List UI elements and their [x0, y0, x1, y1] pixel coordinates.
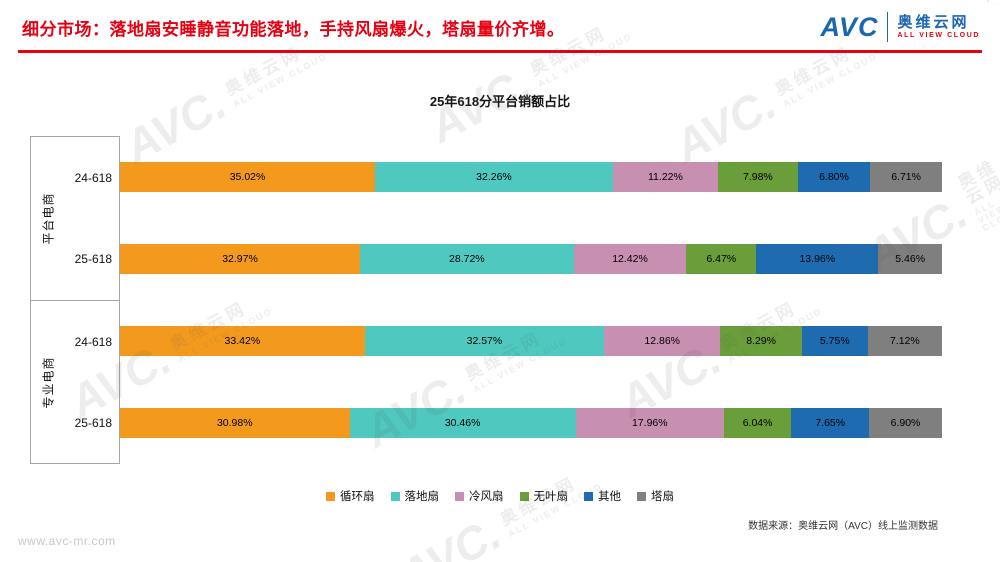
footer-data-source: 数据来源：奥维云网（AVC）线上监测数据: [748, 521, 938, 532]
legend-item: 循环扇: [326, 488, 375, 504]
legend-label: 冷风扇: [469, 491, 504, 503]
axis-group: 平台电商 24-618 25-618 35.02% 32.26% 11.22% 7.98% 6…: [30, 136, 942, 300]
logo-divider: [887, 12, 889, 42]
stacked-bar: 33.42% 32.57% 12.86% 8.29% 5.75% 7.12%: [120, 326, 942, 356]
axis-group: 专业电商 24-618 25-618 33.42% 32.57% 12.86% 8.29% 5…: [30, 300, 942, 464]
legend-swatch: [455, 491, 464, 501]
header-rule: [18, 50, 982, 53]
category-axis: 专业电商 24-618 25-618: [30, 300, 120, 464]
bar-segment: 32.26%: [375, 162, 613, 192]
bar-segment: 32.57%: [364, 326, 605, 356]
page-title: 细分市场：落地扇安睡静音功能落地，手持风扇爆火，塔扇量价齐增。: [22, 19, 565, 39]
group-label-cell: 专业电商: [31, 301, 65, 463]
bar-segment: 33.42%: [120, 326, 365, 356]
logo-cn-text: 奥维云网: [897, 14, 970, 31]
bar-segment: 7.65%: [791, 408, 870, 438]
stacked-bar: 35.02% 32.26% 11.22% 7.98% 6.80% 6.71%: [120, 162, 942, 192]
legend-label: 塔扇: [651, 491, 674, 503]
bar-segment: 11.22%: [612, 162, 718, 192]
bar-segment: 32.97%: [120, 244, 361, 274]
watermark-avc-text: AVC.: [390, 506, 510, 562]
row-label: 24-618: [74, 170, 112, 185]
stacked-bar: 32.97% 28.72% 12.42% 6.47% 13.96% 5.46%: [120, 244, 942, 274]
legend-item: 塔扇: [637, 488, 674, 504]
stacked-bar-chart: 平台电商 24-618 25-618 35.02% 32.26% 11.22% 7.98% 6…: [30, 136, 942, 464]
bar-segment: 6.80%: [797, 162, 871, 192]
group-label: 平台电商: [41, 192, 56, 245]
chart-title: 25年618分平台销额占比: [429, 94, 571, 109]
group-label-cell: 平台电商: [31, 137, 65, 300]
group-label: 专业电商: [41, 355, 56, 409]
bar-row: 32.97% 28.72% 12.42% 6.47% 13.96% 5.46%: [120, 218, 942, 300]
row-label: 25-618: [74, 415, 112, 430]
bar-segment: 12.42%: [573, 244, 687, 274]
logo-wordmark: 奥维云网 ALL VIEW CLOUD: [897, 15, 980, 39]
row-labels: 24-618 25-618: [65, 137, 119, 300]
legend-swatch: [584, 491, 593, 501]
bar-segment: 30.98%: [120, 408, 350, 438]
legend-swatch: [637, 491, 646, 501]
stacked-bar: 30.98% 30.46% 17.96% 6.04% 7.65% 6.90%: [120, 408, 942, 438]
legend-item: 落地扇: [390, 488, 440, 504]
legend-label: 其他: [598, 491, 621, 503]
bar-segment: 6.47%: [686, 244, 757, 274]
chart-legend: 循环扇 落地扇 冷风扇 无叶扇 其他 塔扇: [0, 488, 1000, 504]
bar-segment: 5.46%: [878, 244, 942, 274]
row-label: 25-618: [74, 252, 112, 267]
bar-segment: 35.02%: [120, 162, 376, 192]
bar-segment: 8.29%: [720, 326, 802, 356]
bar-segment: 6.04%: [723, 408, 792, 438]
bar-row: 35.02% 32.26% 11.22% 7.98% 6.80% 6.71%: [120, 136, 942, 218]
bar-row: 33.42% 32.57% 12.86% 8.29% 5.75% 7.12%: [120, 300, 942, 382]
legend-label: 循环扇: [340, 491, 375, 503]
legend-label: 无叶扇: [533, 491, 569, 503]
legend-swatch: [326, 491, 335, 501]
footer-website: www.avc-mr.com: [18, 534, 116, 548]
logo-avc-text: AVC: [820, 11, 879, 42]
bar-segment: 12.86%: [604, 326, 721, 356]
legend-label: 落地扇: [404, 491, 440, 503]
legend-swatch: [390, 491, 400, 501]
header: 细分市场：落地扇安睡静音功能落地，手持风扇爆火，塔扇量价齐增。 AVC 奥维云网…: [0, 0, 1000, 48]
bar-segment: 6.71%: [870, 162, 942, 192]
bar-row: 30.98% 30.46% 17.96% 6.04% 7.65% 6.90%: [120, 382, 942, 464]
legend-item: 冷风扇: [455, 488, 504, 504]
bar-segment: 7.12%: [867, 326, 942, 356]
logo-en-text: ALL VIEW CLOUD: [897, 32, 980, 39]
bar-segment: 30.46%: [349, 408, 576, 438]
bar-segment: 6.90%: [869, 408, 942, 438]
row-label: 24-618: [74, 334, 112, 349]
chart-section: 25年618分平台销额占比 平台电商 24-618 25-618 35.02% 32.2…: [0, 91, 1000, 504]
bars-area: 35.02% 32.26% 11.22% 7.98% 6.80% 6.71% 32.97% 2…: [120, 136, 942, 300]
bar-segment: 13.96%: [756, 244, 879, 274]
bar-segment: 17.96%: [575, 408, 724, 438]
bars-area: 33.42% 32.57% 12.86% 8.29% 5.75% 7.12% 30.98% 3…: [120, 300, 942, 464]
bar-segment: 7.98%: [718, 162, 798, 192]
bar-segment: 5.75%: [801, 326, 868, 356]
legend-item: 无叶扇: [519, 488, 569, 504]
category-axis: 平台电商 24-618 25-618: [30, 136, 120, 300]
bar-segment: 28.72%: [360, 244, 574, 274]
avc-logo: AVC 奥维云网 ALL VIEW CLOUD: [820, 0, 1000, 42]
logo-swoosh-icon: [987, 0, 1000, 8]
legend-item: 其他: [584, 488, 621, 504]
legend-swatch: [519, 491, 529, 501]
row-labels: 24-618 25-618: [65, 301, 119, 463]
